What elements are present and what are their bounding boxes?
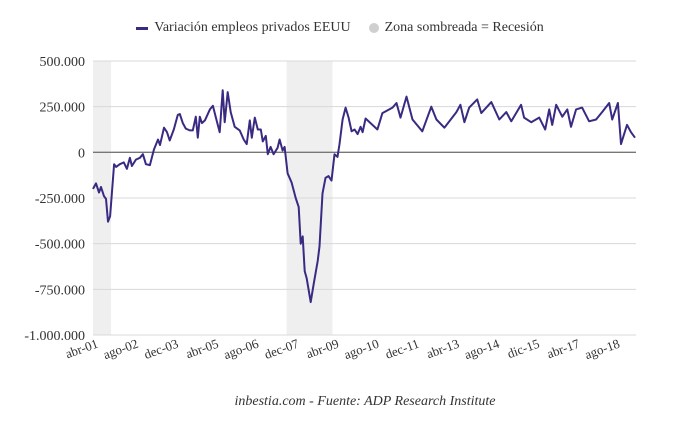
x-tick-label: ago-14 <box>462 336 502 363</box>
y-tick-label: 0 <box>78 146 85 161</box>
y-tick-label: 250.000 <box>40 101 86 116</box>
x-tick-label: abr-09 <box>304 336 341 362</box>
legend-recession-label: Zona sombreada = Recesión <box>384 20 544 35</box>
x-tick-label: abr-05 <box>184 336 221 362</box>
y-tick-label: -500.000 <box>35 238 85 253</box>
y-tick-label: -1.000.000 <box>24 329 85 344</box>
x-tick-label: dec-11 <box>383 336 421 362</box>
y-tick-label: -250.000 <box>35 192 85 207</box>
x-axis-labels: abr-01 ago-02 dec-03 abr-05 ago-06 dec-07 abr-… <box>63 336 621 363</box>
series-lines <box>92 89 636 304</box>
y-tick-label: 500.000 <box>40 55 86 70</box>
x-tick-label: dec-03 <box>142 336 180 362</box>
legend: Variación empleos privados EEUU Zona somb… <box>0 20 680 36</box>
x-tick-label: ago-10 <box>342 336 381 362</box>
series-line <box>92 89 636 304</box>
x-tick-label: dec-07 <box>262 336 301 362</box>
x-tick-label: abr-13 <box>424 336 461 362</box>
gridlines <box>93 60 636 336</box>
x-tick-label: abr-17 <box>545 336 582 362</box>
legend-series-label: Variación empleos privados EEUU <box>154 20 351 35</box>
x-tick-label: ago-02 <box>101 336 140 362</box>
y-tick-label: -750.000 <box>35 283 85 298</box>
x-tick-label: ago-06 <box>221 336 261 363</box>
legend-shade-swatch <box>368 23 379 33</box>
x-tick-label: dic-15 <box>505 336 541 361</box>
source-caption: inbestia.com - Fuente: ADP Research Inst… <box>234 394 496 409</box>
y-axis-labels: 500.000 250.000 0 -250.000 -500.000 -750.000 -… <box>24 55 85 344</box>
x-tick-label: ago-18 <box>583 336 622 362</box>
legend-line-swatch <box>136 26 149 30</box>
